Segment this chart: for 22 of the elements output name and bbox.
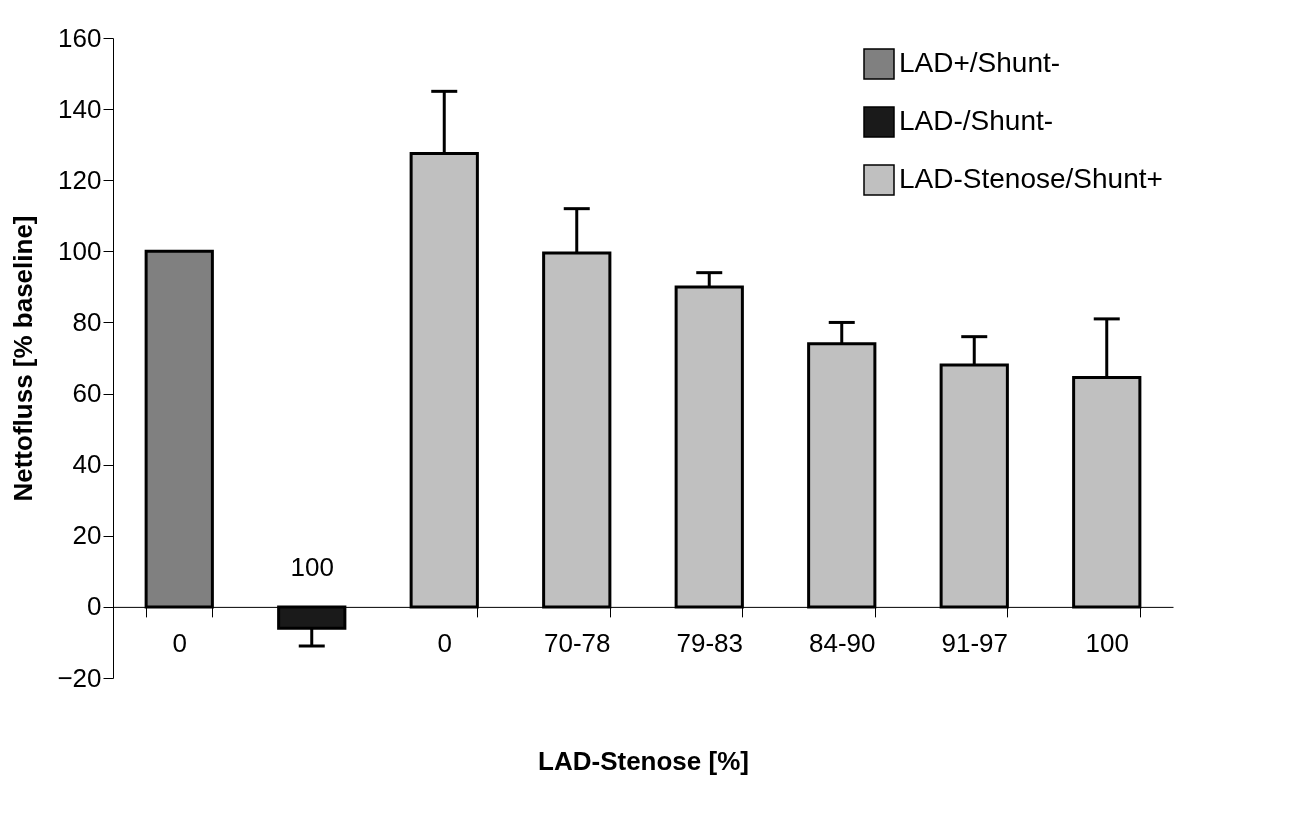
x-tick-label: 0 [437,628,452,659]
x-tick-label: 84-90 [809,628,876,659]
y-tick-label: 140 [58,93,102,124]
y-axis-title: Nettofluss [% baseline] [8,215,39,502]
x-tick-label: 79-83 [676,628,743,659]
x-tick-label: 70-78 [544,628,611,659]
y-tick-label: −20 [57,662,102,693]
y-tick-label: 120 [58,164,102,195]
x-tick-label: 0 [172,628,187,659]
legend-label: LAD-/Shunt- [899,105,1054,136]
legend-label: LAD-Stenose/Shunt+ [899,163,1163,194]
y-tick-label: 20 [72,520,102,551]
y-tick-label: 100 [58,235,102,266]
y-tick-label: 160 [58,22,102,53]
legend-label: LAD+/Shunt- [899,47,1061,78]
x-axis-title: LAD-Stenose [%] [538,745,749,776]
y-tick-label: 40 [72,449,102,480]
y-tick-label: 0 [87,591,102,622]
y-tick-label: 80 [72,306,102,337]
y-tick-label: 60 [72,378,102,409]
x-tick-label: 100 [1085,628,1129,659]
x-tick-label: 91-97 [941,628,1008,659]
